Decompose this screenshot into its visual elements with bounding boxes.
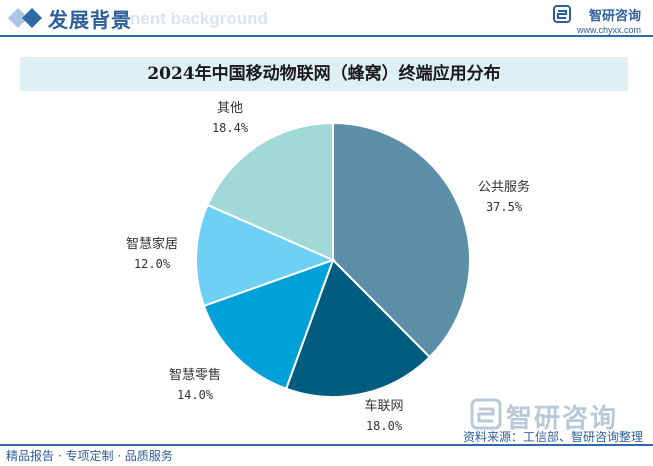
slice-label: 智慧零售 (169, 367, 221, 383)
header-divider (0, 35, 653, 37)
pie-slice (195, 203, 336, 308)
slice-label: 车联网 (364, 398, 403, 414)
brand: 智研咨询 www.chyxx.com (577, 5, 641, 35)
slice-value-label: 14.0% (177, 388, 214, 402)
watermark-logo-icon (470, 398, 502, 430)
pie-slice (202, 258, 335, 391)
pie-slice (332, 121, 471, 359)
data-source: 资料来源：工信部、智研咨询整理 (462, 430, 643, 444)
pie-slice (206, 121, 334, 262)
header: nent background 发展背景 智研咨询 www.chyxx.com (0, 0, 653, 37)
slice-label: 公共服务 (478, 179, 530, 195)
slice-value-label: 18.4% (212, 121, 249, 135)
diamond-icon (8, 8, 42, 28)
brand-url: www.chyxx.com (576, 25, 641, 35)
pie-slice (284, 258, 432, 398)
footer-tagline: 精品报告 · 专项定制 · 品质服务 (6, 449, 173, 463)
slice-value-label: 37.5% (486, 200, 523, 214)
header-ghost-text: nent background (130, 9, 268, 28)
section-title: 发展背景 (48, 8, 132, 32)
slice-value-label: 18.0% (366, 419, 403, 433)
slice-label: 智慧家居 (126, 236, 178, 252)
slice-label: 其他 (217, 101, 243, 116)
brand-logo-icon (553, 5, 571, 23)
chart-title: 2024年中国移动物联网（蜂窝）终端应用分布 (147, 64, 501, 84)
chart-title-band: 2024年中国移动物联网（蜂窝）终端应用分布 (20, 57, 628, 91)
brand-name: 智研咨询 (588, 9, 641, 24)
watermark-text: 智研咨询 (506, 404, 619, 434)
footer-divider (0, 444, 653, 446)
slice-value-label: 12.0% (134, 257, 171, 271)
